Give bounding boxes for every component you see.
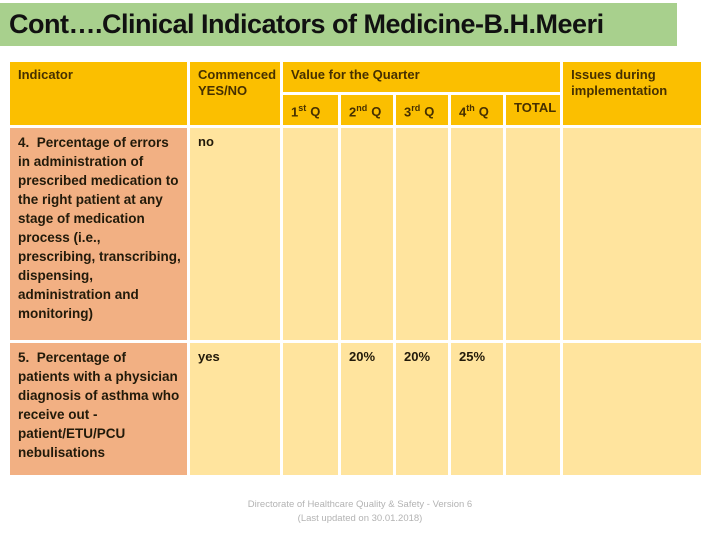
table-row-indicator-4: 4. Percentage of errors in administratio…	[10, 128, 702, 340]
column-header-q3: 3rd Q	[396, 95, 449, 125]
indicator-5-q1	[283, 343, 339, 475]
commenced-label-line1: Commenced	[198, 67, 277, 82]
indicator-4-total	[506, 128, 561, 340]
indicator-5-total	[506, 343, 561, 475]
indicator-4-commenced: no	[190, 128, 281, 340]
indicator-4-q2	[341, 128, 394, 340]
indicator-5-issues	[563, 343, 702, 475]
column-header-q4: 4th Q	[451, 95, 504, 125]
indicator-5-q4: 25%	[451, 343, 504, 475]
header-row-quarters: 1st Q 2nd Q 3rd Q 4th Q TOTAL	[10, 95, 701, 125]
slide-footer: Directorate of Healthcare Quality & Safe…	[0, 498, 720, 526]
footer-line-1: Directorate of Healthcare Quality & Safe…	[247, 499, 473, 510]
column-header-commenced: Commenced YES/NO	[190, 62, 281, 125]
indicator-4-q3	[396, 128, 449, 340]
footer-line-2: (Last updated on 30.01.2018)	[297, 513, 423, 524]
indicator-4-issues	[563, 128, 702, 340]
column-header-indicator: Indicator	[10, 62, 187, 125]
column-header-total: TOTAL	[506, 95, 561, 125]
column-header-issues: Issues during implementation	[563, 62, 702, 125]
page-title: Cont….Clinical Indicators of Medicine-B.…	[9, 9, 604, 39]
indicator-4-q4	[451, 128, 504, 340]
indicator-4-q1	[283, 128, 339, 340]
title-bar: Cont….Clinical Indicators of Medicine-B.…	[0, 3, 677, 46]
indicator-5-commenced: yes	[190, 343, 281, 475]
column-header-q1: 1st Q	[283, 95, 339, 125]
header-row-group: Indicator Commenced YES/NO Value for the…	[10, 62, 702, 125]
table-row-indicator-5: 5. Percentage of patients with a physici…	[10, 343, 702, 475]
column-header-q2: 2nd Q	[341, 95, 394, 125]
clinical-indicators-table: Indicator Commenced YES/NO Value for the…	[7, 59, 704, 478]
indicator-4-description: 4. Percentage of errors in administratio…	[10, 128, 187, 340]
indicator-5-q2: 20%	[341, 343, 394, 475]
indicator-5-description: 5. Percentage of patients with a physici…	[10, 343, 187, 475]
indicator-5-q3: 20%	[396, 343, 449, 475]
column-header-value-group: Value for the Quarter	[283, 62, 561, 92]
commenced-label-line2: YES/NO	[198, 83, 248, 98]
